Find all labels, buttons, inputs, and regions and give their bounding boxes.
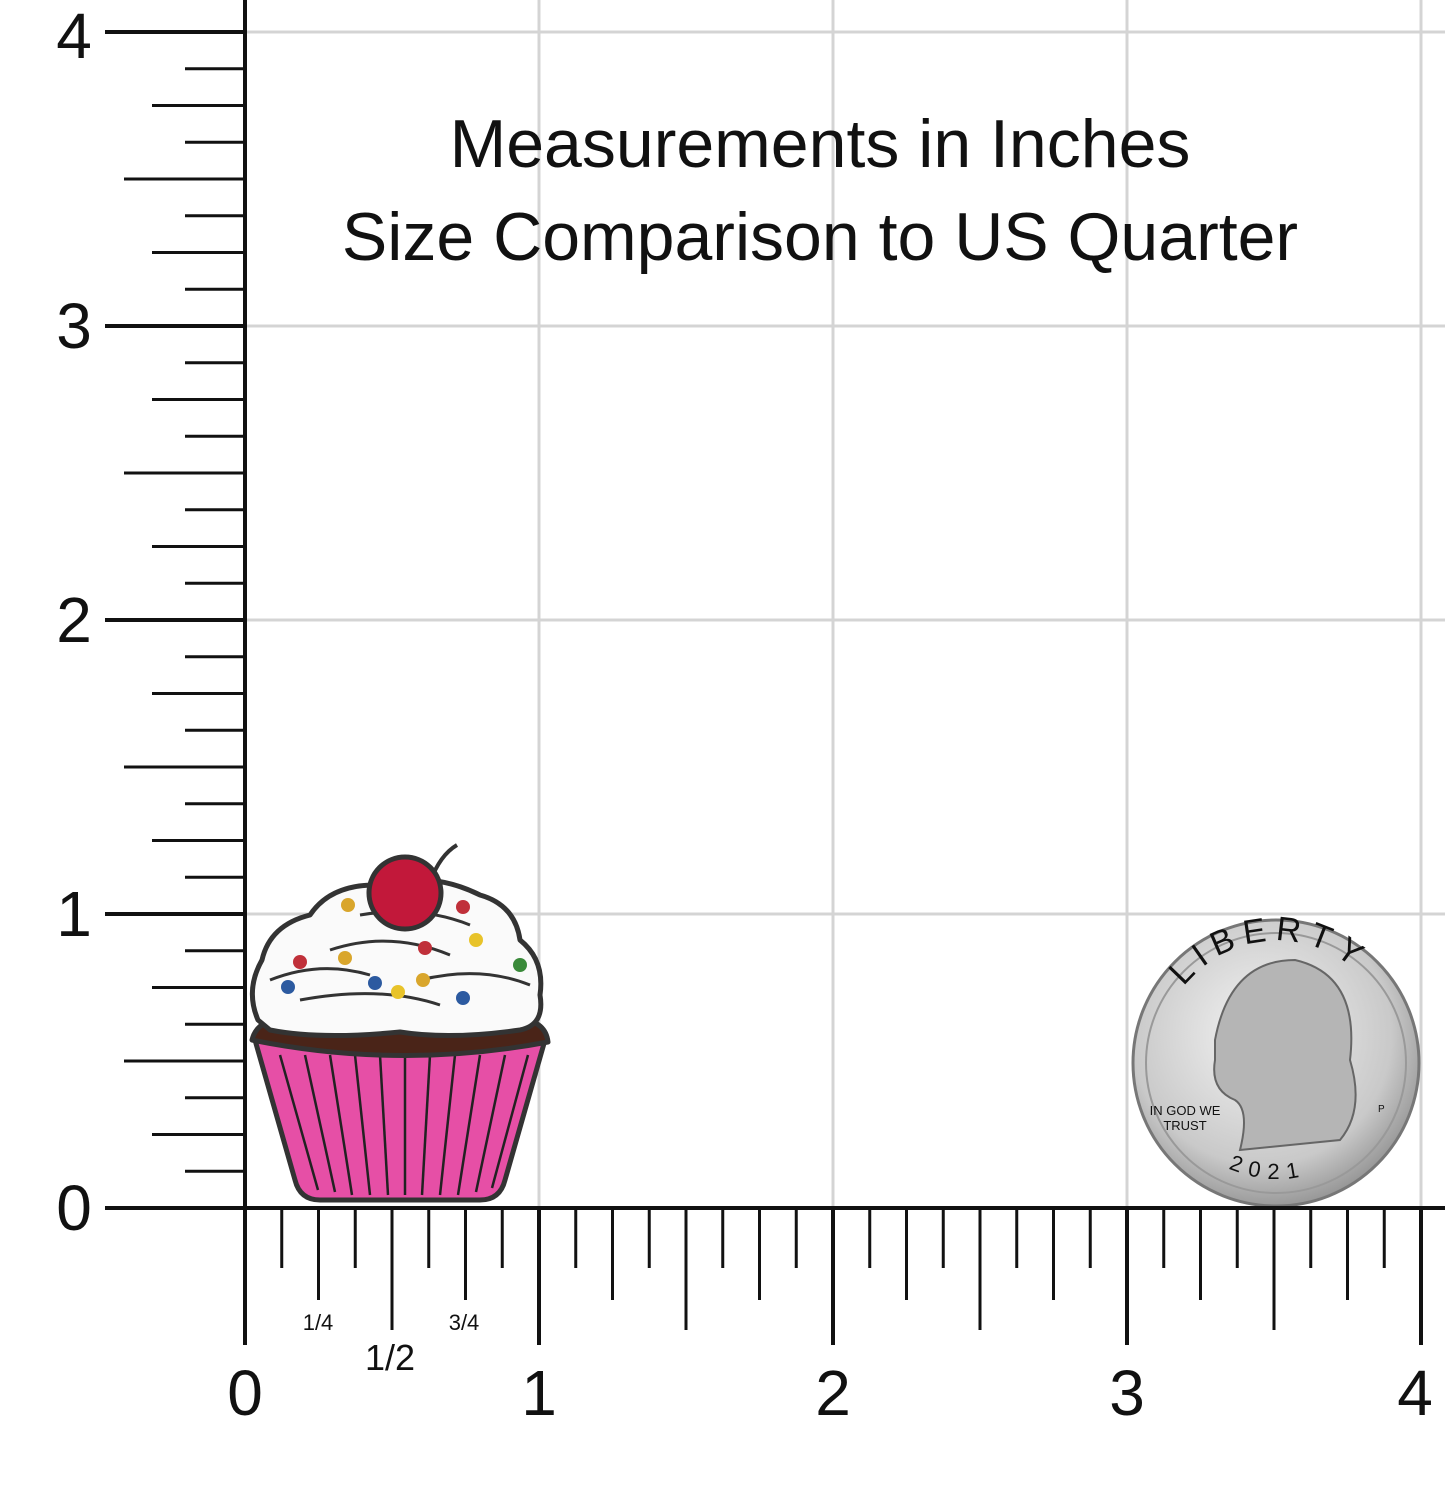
y-axis-label: 1 <box>56 878 92 950</box>
axes: 0 1 2 3 4 0 1 2 3 4 <box>56 0 1445 1429</box>
ruler-ticks <box>105 30 1423 1345</box>
fraction-label: 3/4 <box>449 1310 480 1335</box>
x-axis-label: 0 <box>227 1357 263 1429</box>
coin-text: IN GOD WE <box>1150 1103 1221 1118</box>
coin-text: P <box>1378 1104 1385 1115</box>
fraction-label: 1/4 <box>303 1310 334 1335</box>
x-axis-label: 3 <box>1109 1357 1145 1429</box>
us-quarter: LIBERTY IN GOD WE TRUST P 2021 <box>1131 910 1421 1208</box>
y-axis-label: 0 <box>56 1172 92 1244</box>
y-axis-label: 4 <box>56 0 92 72</box>
title-line: Size Comparison to US Quarter <box>342 199 1298 275</box>
x-axis-label: 1 <box>521 1357 557 1429</box>
fraction-label: 1/2 <box>365 1337 415 1378</box>
cupcake <box>249 843 551 1203</box>
x-axis-label: 2 <box>815 1357 851 1429</box>
coin-text: TRUST <box>1163 1118 1206 1133</box>
x-axis-label: 4 <box>1397 1357 1433 1429</box>
y-axis-label: 3 <box>56 290 92 362</box>
y-axis-label: 2 <box>56 584 92 656</box>
title-line: Measurements in Inches <box>450 106 1191 182</box>
